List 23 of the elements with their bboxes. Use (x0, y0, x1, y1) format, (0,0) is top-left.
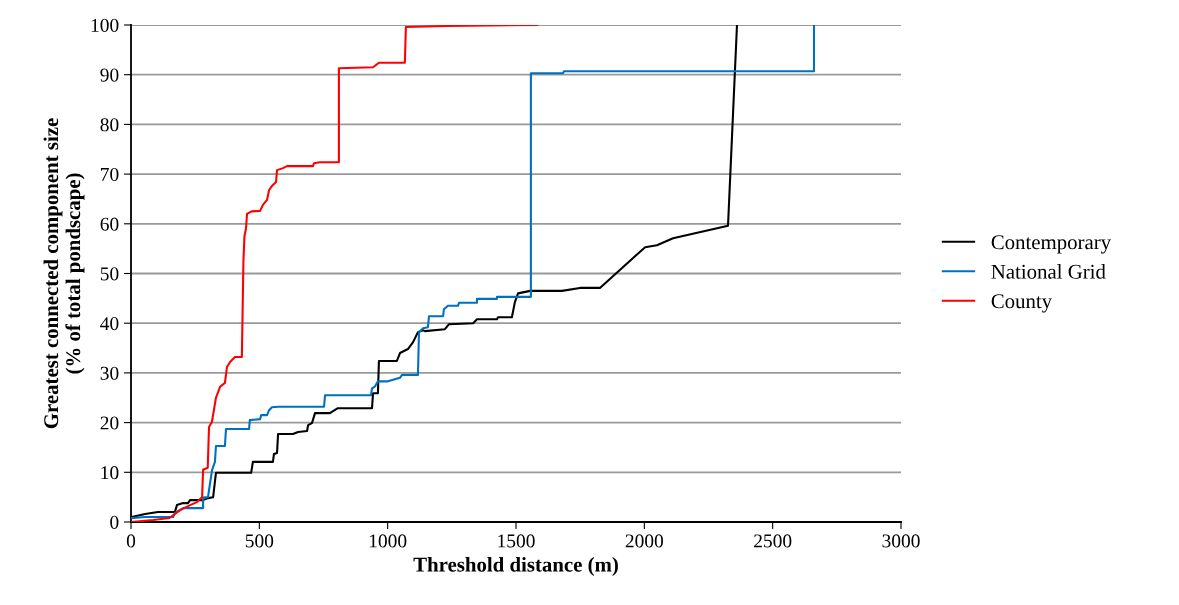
x-tick-label: 500 (245, 534, 274, 548)
legend-label: County (991, 294, 1053, 313)
y-tick-label: 90 (100, 68, 119, 82)
y-tick-label: 20 (100, 416, 119, 430)
legend-label: National Grid (991, 264, 1106, 279)
x-axis-title: Threshold distance (m) (413, 556, 618, 576)
x-tick-label: 3000 (882, 534, 920, 548)
y-tick-label: 30 (100, 366, 119, 380)
y-tick-label: 100 (91, 18, 119, 32)
x-tick-label: 1500 (498, 534, 535, 548)
y-tick-label: 40 (100, 317, 119, 331)
legend-label: Contemporary (991, 235, 1112, 254)
y-tick-label: 10 (101, 466, 119, 480)
x-tick-label: 2000 (625, 534, 664, 548)
x-tick-label: 2500 (754, 534, 792, 548)
y-tick-label: 80 (100, 118, 119, 132)
y-tick-label: 0 (110, 515, 119, 529)
x-tick-label: 0 (126, 534, 136, 548)
y-axis-title: Greatest connected component size (% of total pondscape) (43, 118, 85, 429)
y-tick-label: 60 (100, 217, 119, 231)
x-tick-label: 1000 (369, 534, 407, 548)
y-tick-label: 70 (101, 167, 119, 182)
y-tick-label: 50 (100, 267, 119, 281)
